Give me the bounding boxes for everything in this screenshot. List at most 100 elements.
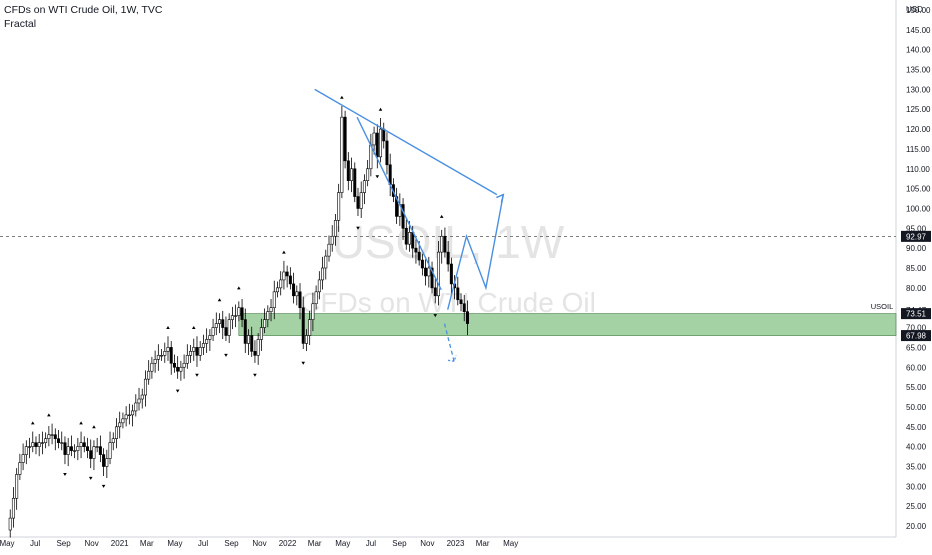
candle[interactable] — [208, 329, 212, 351]
candle[interactable] — [375, 124, 379, 169]
candle[interactable] — [379, 117, 383, 163]
candle[interactable] — [24, 440, 28, 465]
candle[interactable] — [279, 271, 283, 296]
candle[interactable] — [414, 239, 418, 264]
candle[interactable] — [459, 293, 463, 312]
candle[interactable] — [40, 431, 44, 455]
candle[interactable] — [137, 387, 141, 411]
candle[interactable] — [308, 310, 312, 346]
candle[interactable] — [160, 348, 164, 361]
candle[interactable] — [66, 437, 70, 467]
candle[interactable] — [436, 241, 440, 306]
candle[interactable] — [234, 304, 238, 328]
candle[interactable] — [250, 326, 254, 357]
candle[interactable] — [253, 340, 257, 363]
candle[interactable] — [327, 235, 331, 262]
candle[interactable] — [353, 162, 357, 203]
candle[interactable] — [140, 388, 144, 409]
candle[interactable] — [456, 276, 460, 306]
candle[interactable] — [269, 298, 273, 322]
candle[interactable] — [443, 227, 447, 258]
candle[interactable] — [449, 257, 453, 294]
candle[interactable] — [89, 439, 93, 469]
candle[interactable] — [73, 444, 77, 459]
candle[interactable] — [60, 431, 64, 451]
candle[interactable] — [57, 429, 61, 449]
candle[interactable] — [98, 435, 102, 463]
candle[interactable] — [292, 272, 296, 304]
candle[interactable] — [221, 310, 225, 340]
candle[interactable] — [111, 432, 115, 451]
candle[interactable] — [11, 487, 15, 528]
candle[interactable] — [263, 308, 267, 334]
candle[interactable] — [201, 334, 205, 355]
candle[interactable] — [218, 313, 222, 334]
candle[interactable] — [50, 423, 54, 445]
candle[interactable] — [37, 433, 41, 457]
candle[interactable] — [366, 160, 370, 187]
candle[interactable] — [333, 214, 337, 246]
candle[interactable] — [346, 152, 350, 191]
candle[interactable] — [295, 285, 299, 306]
candle[interactable] — [240, 298, 244, 328]
candle[interactable] — [134, 394, 138, 417]
candle[interactable] — [462, 295, 466, 322]
support-zone[interactable] — [238, 313, 897, 336]
candle[interactable] — [147, 360, 151, 385]
candle[interactable] — [440, 229, 444, 264]
candle[interactable] — [266, 305, 270, 328]
candle[interactable] — [214, 312, 218, 336]
candle[interactable] — [243, 308, 247, 353]
candle[interactable] — [198, 341, 202, 361]
candle[interactable] — [127, 403, 131, 425]
candle[interactable] — [369, 133, 373, 177]
candle[interactable] — [420, 253, 424, 276]
candle[interactable] — [401, 198, 405, 240]
candle[interactable] — [82, 436, 86, 453]
candle[interactable] — [195, 336, 199, 367]
candle[interactable] — [44, 432, 48, 449]
candle[interactable] — [343, 110, 347, 169]
projection-path[interactable] — [447, 194, 504, 310]
candle[interactable] — [395, 187, 399, 224]
candle[interactable] — [108, 431, 112, 465]
trendline[interactable] — [314, 88, 498, 196]
candle[interactable] — [301, 296, 305, 349]
candle[interactable] — [86, 437, 90, 459]
candle[interactable] — [105, 449, 109, 479]
candle[interactable] — [340, 106, 344, 199]
candle[interactable] — [385, 132, 389, 175]
candle[interactable] — [166, 336, 170, 361]
candle[interactable] — [176, 356, 180, 379]
candle[interactable] — [143, 370, 147, 407]
candle[interactable] — [259, 318, 263, 351]
candle[interactable] — [163, 342, 167, 363]
candle[interactable] — [69, 435, 73, 457]
candle[interactable] — [230, 306, 234, 330]
candle[interactable] — [121, 412, 125, 429]
candle[interactable] — [31, 431, 35, 453]
candle[interactable] — [63, 436, 67, 465]
candle[interactable] — [256, 333, 260, 365]
candle[interactable] — [153, 350, 157, 373]
candle[interactable] — [427, 256, 431, 288]
candle[interactable] — [211, 318, 215, 342]
candle[interactable] — [282, 260, 286, 290]
candle[interactable] — [388, 153, 392, 197]
candle[interactable] — [182, 354, 186, 379]
candle[interactable] — [321, 256, 325, 290]
candle[interactable] — [189, 345, 193, 363]
candle[interactable] — [79, 431, 83, 459]
candle[interactable] — [53, 428, 57, 451]
candle[interactable] — [205, 328, 209, 353]
candle[interactable] — [324, 249, 328, 280]
candle[interactable] — [8, 509, 12, 538]
candle[interactable] — [192, 338, 196, 361]
candle[interactable] — [382, 122, 386, 149]
candle[interactable] — [285, 265, 289, 288]
candle[interactable] — [150, 356, 154, 379]
candle[interactable] — [404, 219, 408, 250]
candle[interactable] — [330, 225, 334, 252]
